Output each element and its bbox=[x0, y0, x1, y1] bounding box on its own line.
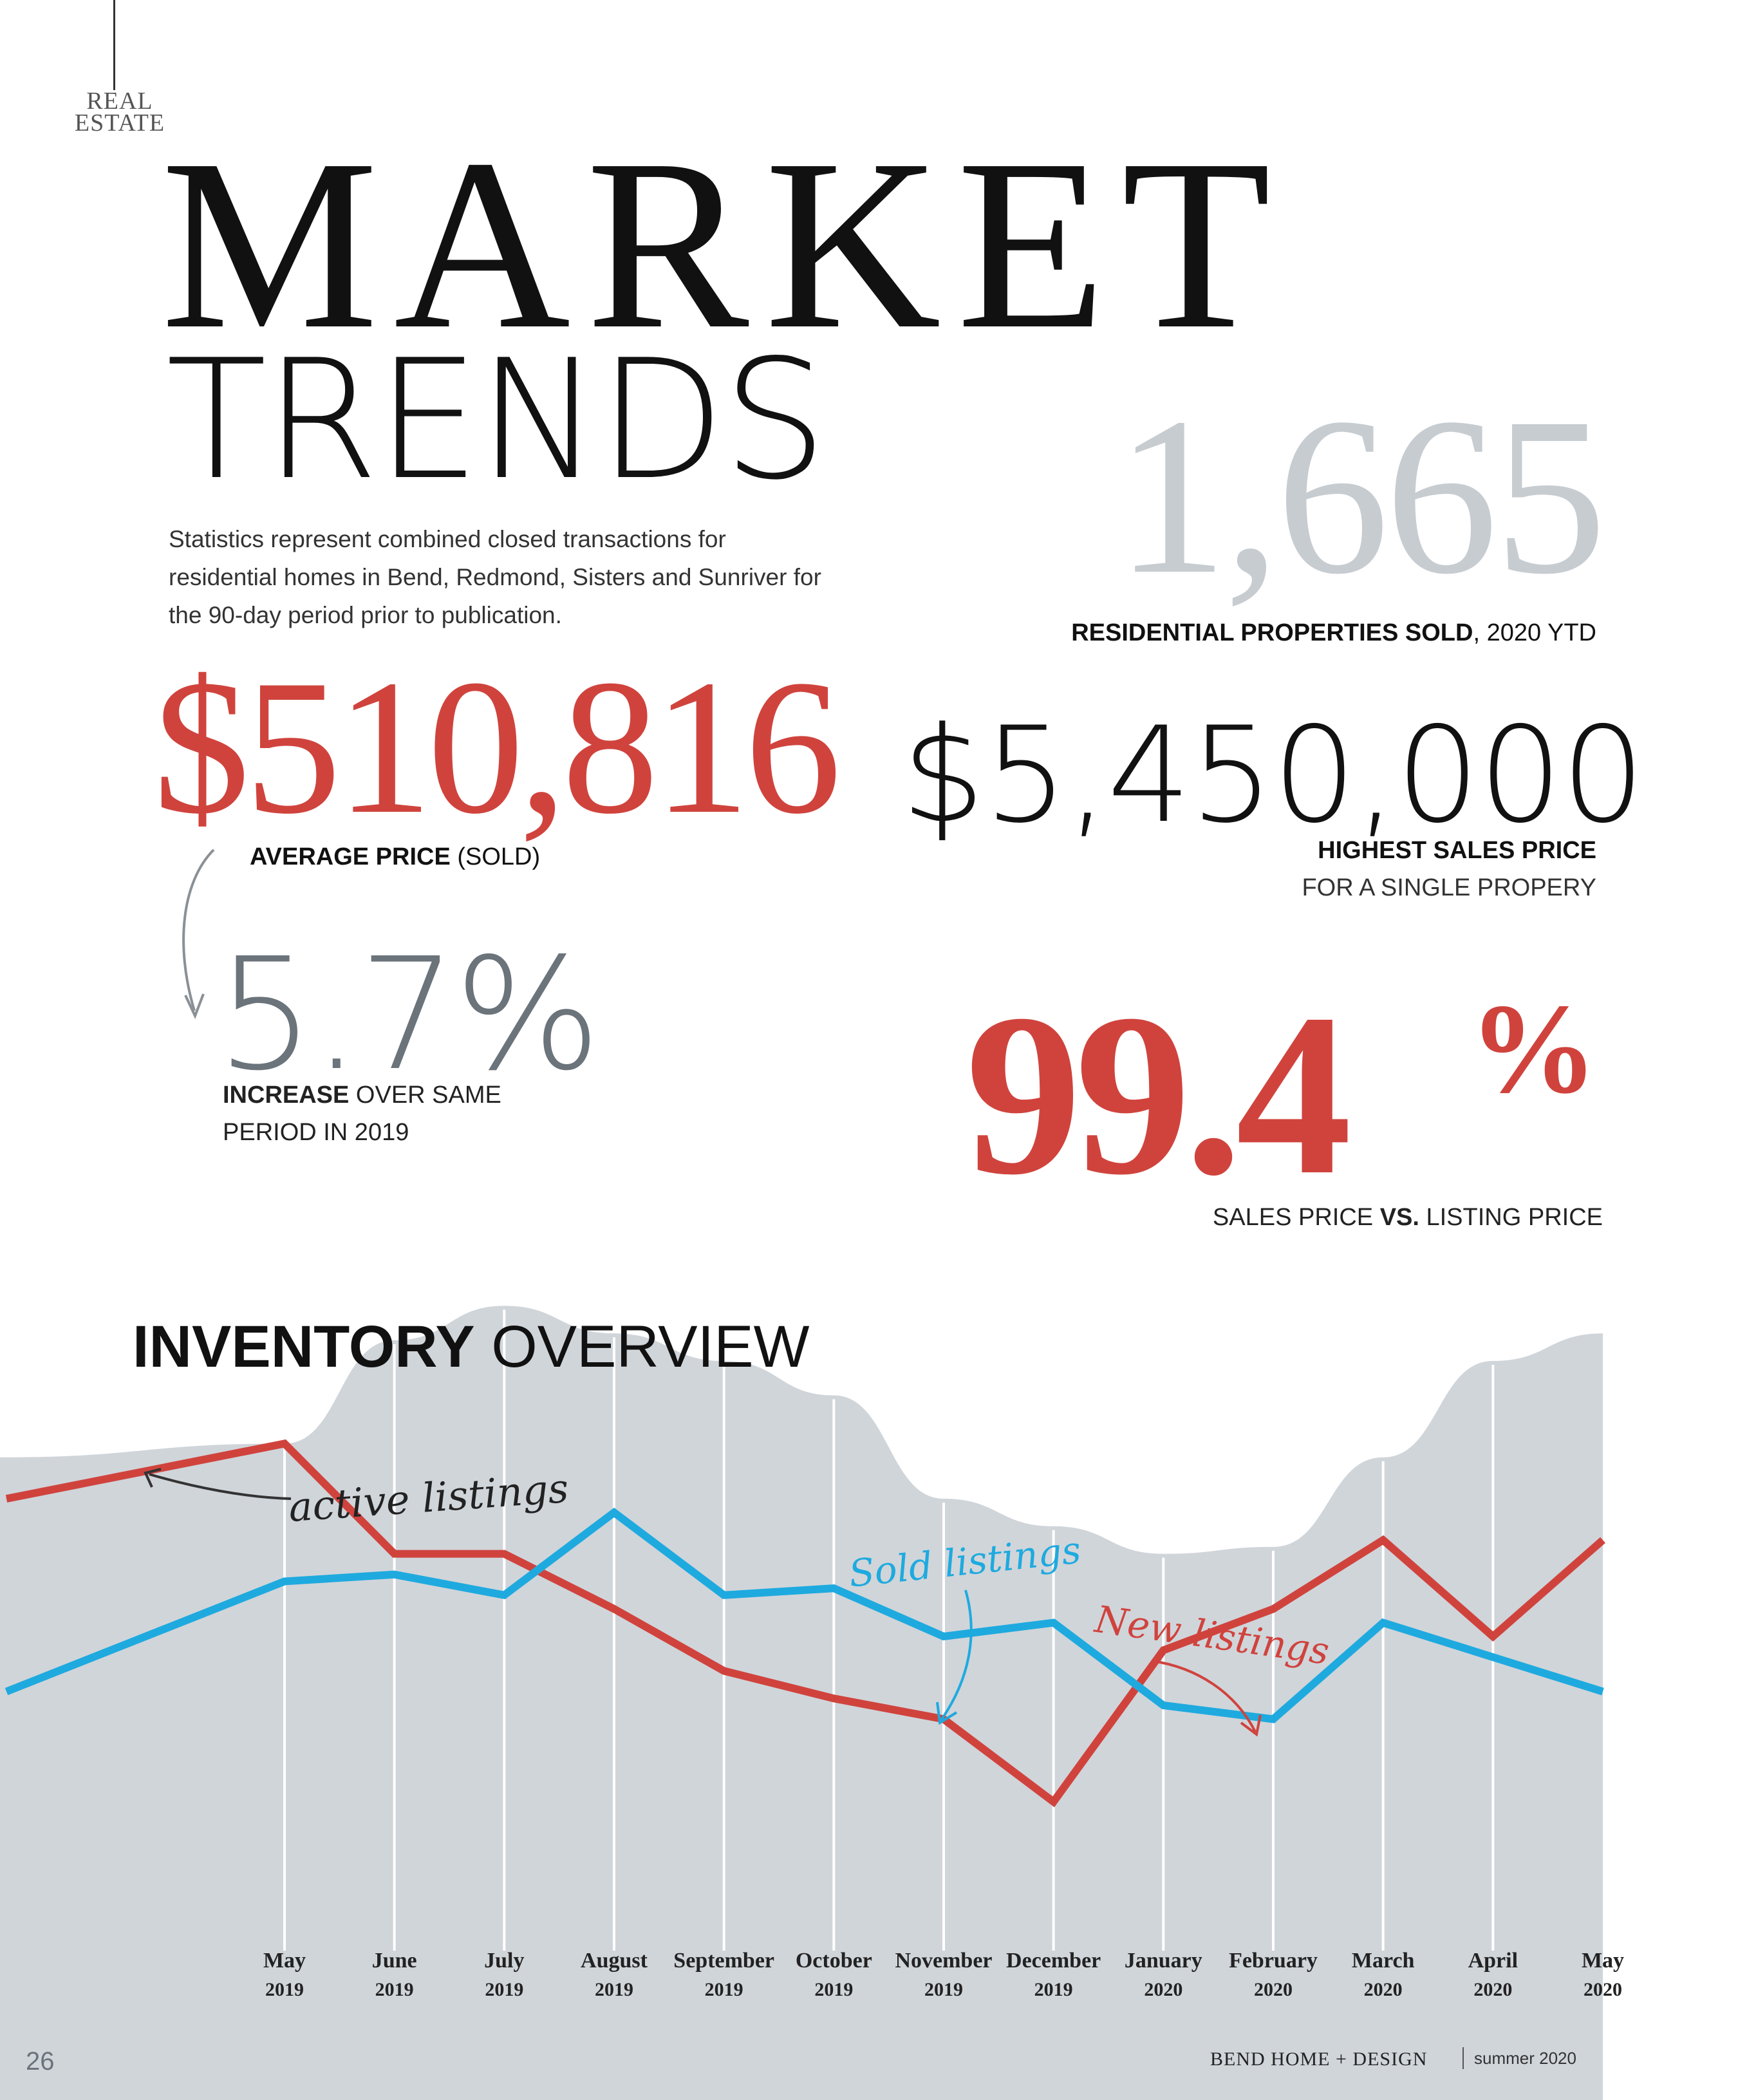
x-tick-month: May bbox=[1582, 1949, 1624, 1973]
inventory-title-rest: OVERVIEW bbox=[474, 1314, 810, 1380]
publication-name: BEND HOME + DESIGN bbox=[1210, 2048, 1428, 2070]
new-arrowhead bbox=[1240, 1714, 1262, 1737]
x-tick-year: 2019 bbox=[595, 1979, 633, 2000]
x-tick-month: March bbox=[1352, 1949, 1415, 1973]
sales-ratio-value: 99.4 bbox=[966, 966, 1352, 1223]
x-tick-year: 2019 bbox=[375, 1979, 414, 2000]
series-line-sold-listings bbox=[5, 1507, 1604, 1723]
average-price-label-bold: AVERAGE PRICE bbox=[250, 843, 451, 870]
x-tick-year: 2020 bbox=[1144, 1979, 1182, 2000]
sold-arrowhead bbox=[936, 1702, 958, 1725]
footer-divider bbox=[1462, 2047, 1464, 2069]
x-tick-month: October bbox=[796, 1949, 872, 1973]
sold-count-label: RESIDENTIAL PROPERTIES SOLD, 2020 YTD bbox=[837, 619, 1596, 647]
sold-count-label-rest: , 2020 YTD bbox=[1473, 619, 1596, 646]
increase-percent-value: 5.7% bbox=[216, 924, 601, 1105]
sales-ratio-label-a: SALES PRICE bbox=[1212, 1204, 1380, 1231]
series-line-new-listings bbox=[5, 1439, 1605, 1808]
sales-ratio-percent-sign: % bbox=[1469, 978, 1598, 1120]
top-rule bbox=[113, 0, 115, 90]
average-price-value: $510,816 bbox=[153, 640, 841, 854]
x-tick-year: 2019 bbox=[814, 1979, 853, 2000]
increase-percent-label-rest: OVER SAME PERIOD IN 2019 bbox=[223, 1082, 501, 1146]
sales-ratio-label: SALES PRICE VS. LISTING PRICE bbox=[1094, 1204, 1603, 1232]
x-tick-year: 2020 bbox=[1584, 1979, 1622, 2000]
x-tick-year: 2020 bbox=[1473, 1979, 1512, 2000]
x-tick-year: 2020 bbox=[1254, 1979, 1293, 2000]
section-label-line1: REAL bbox=[86, 88, 153, 115]
x-tick-month: January bbox=[1125, 1949, 1202, 1973]
x-tick-year: 2020 bbox=[1364, 1979, 1403, 2000]
x-tick-year: 2019 bbox=[265, 1979, 304, 2000]
active-arrow bbox=[149, 1473, 292, 1500]
x-tick-year: 2019 bbox=[1034, 1979, 1073, 2000]
x-tick-month: August bbox=[581, 1949, 648, 1973]
x-tick-year: 2019 bbox=[705, 1979, 743, 2000]
inventory-title: INVENTORY OVERVIEW bbox=[133, 1315, 809, 1379]
x-tick-year: 2019 bbox=[485, 1979, 523, 2000]
highest-price-label: HIGHEST SALES PRICE bbox=[1318, 837, 1596, 864]
highest-price-sublabel: FOR A SINGLE PROPERY bbox=[1302, 874, 1596, 901]
issue-label: summer 2020 bbox=[1474, 2048, 1576, 2068]
new-arrow bbox=[1152, 1660, 1257, 1732]
x-tick-month: April bbox=[1468, 1949, 1518, 1973]
sold-count-value: 1,665 bbox=[1115, 371, 1607, 621]
intro-text: Statistics represent combined closed tra… bbox=[169, 526, 821, 628]
x-tick-month: December bbox=[1006, 1949, 1101, 1973]
section-label: REAL ESTATE bbox=[62, 88, 178, 136]
average-price-label-rest: (SOLD) bbox=[450, 843, 541, 870]
sales-ratio-label-b: LISTING PRICE bbox=[1419, 1204, 1603, 1231]
x-tick-month: July bbox=[484, 1949, 524, 1973]
x-tick-year: 2019 bbox=[924, 1979, 963, 2000]
x-tick-month: November bbox=[895, 1949, 992, 1973]
highest-price-value: $5,450,000 bbox=[901, 699, 1645, 852]
x-tick-month: June bbox=[372, 1949, 417, 1973]
curved-arrow-icon bbox=[182, 848, 215, 1020]
sales-ratio-label-bold: VS. bbox=[1379, 1204, 1419, 1231]
active-arrowhead bbox=[144, 1468, 162, 1488]
x-tick-month: September bbox=[673, 1949, 774, 1973]
sold-count-label-bold: RESIDENTIAL PROPERTIES SOLD bbox=[1071, 619, 1473, 646]
inventory-chart: May 2019 June 2019 July 2019 August 2019 Septemb… bbox=[0, 1306, 1624, 2100]
increase-percent-label: INCREASE OVER SAME PERIOD IN 2019 bbox=[223, 1076, 583, 1151]
x-tick-month: February bbox=[1229, 1949, 1318, 1973]
section-label-line2: ESTATE bbox=[74, 109, 165, 136]
page-title-market: MARKET bbox=[161, 109, 1287, 380]
x-tick-month: May bbox=[263, 1949, 306, 1973]
page-number: 26 bbox=[26, 2047, 55, 2076]
average-price-label: AVERAGE PRICE (SOLD) bbox=[250, 843, 540, 871]
inventory-title-bold: INVENTORY bbox=[133, 1314, 475, 1380]
sold-arrow bbox=[940, 1589, 973, 1721]
increase-percent-label-bold: INCREASE bbox=[223, 1082, 350, 1109]
page-title-trends: TRENDS bbox=[166, 324, 827, 516]
series-area-active-listings bbox=[0, 1306, 1603, 2100]
